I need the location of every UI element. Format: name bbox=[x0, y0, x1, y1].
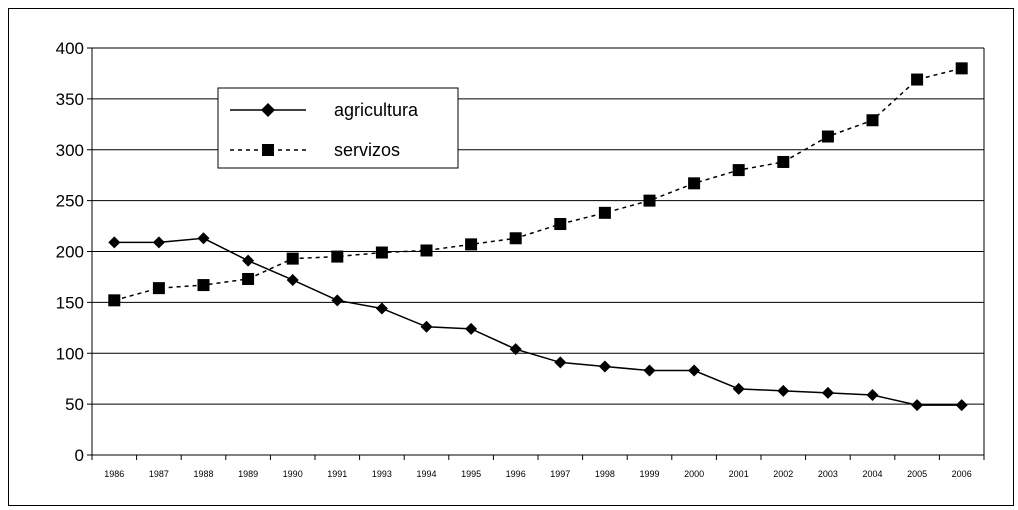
data-point-servizos bbox=[777, 155, 790, 168]
x-tick-label: 2006 bbox=[952, 469, 972, 479]
y-tick-label: 200 bbox=[56, 243, 84, 262]
data-point-servizos bbox=[598, 206, 611, 219]
data-point-agricultura bbox=[509, 343, 522, 356]
y-axis-ticks: 0 50 100 150 200 250 300 350 400 bbox=[56, 39, 92, 465]
y-tick-label: 250 bbox=[56, 192, 84, 211]
x-tick-label: 1995 bbox=[461, 469, 481, 479]
data-point-agricultura bbox=[331, 294, 344, 307]
series-line-servizos bbox=[114, 67, 962, 302]
data-point-agricultura bbox=[108, 236, 121, 249]
x-tick-label: 1987 bbox=[149, 469, 169, 479]
x-tick-label: 1991 bbox=[327, 469, 347, 479]
series-group bbox=[108, 62, 968, 412]
data-point-agricultura bbox=[777, 384, 790, 397]
y-tick-label: 50 bbox=[65, 395, 84, 414]
data-point-agricultura bbox=[465, 322, 478, 335]
x-tick-label: 1994 bbox=[416, 469, 436, 479]
data-point-servizos bbox=[242, 272, 255, 285]
data-point-agricultura bbox=[420, 320, 433, 333]
x-tick-label: 2005 bbox=[907, 469, 927, 479]
x-tick-label: 1989 bbox=[238, 469, 258, 479]
data-point-servizos bbox=[688, 177, 701, 190]
data-point-servizos bbox=[643, 194, 656, 207]
data-point-servizos bbox=[420, 244, 433, 257]
data-point-servizos bbox=[152, 282, 165, 295]
data-point-servizos bbox=[509, 232, 522, 245]
data-point-servizos bbox=[821, 130, 834, 143]
x-tick-label: 2000 bbox=[684, 469, 704, 479]
y-tick-label: 400 bbox=[56, 39, 84, 58]
legend-marker-agricultura bbox=[261, 103, 275, 117]
x-tick-label: 1990 bbox=[283, 469, 303, 479]
data-point-agricultura bbox=[375, 302, 388, 315]
data-point-agricultura bbox=[911, 399, 924, 412]
data-point-servizos bbox=[554, 218, 567, 231]
x-tick-label: 2004 bbox=[862, 469, 882, 479]
data-point-agricultura bbox=[821, 386, 834, 399]
x-tick-label: 2001 bbox=[729, 469, 749, 479]
data-point-agricultura bbox=[197, 232, 210, 245]
y-tick-label: 350 bbox=[56, 90, 84, 109]
legend: agricultura servizos bbox=[217, 87, 459, 169]
x-tick-label: 1998 bbox=[595, 469, 615, 479]
x-tick-label: 2003 bbox=[818, 469, 838, 479]
y-tick-label: 300 bbox=[56, 141, 84, 160]
chart-frame bbox=[8, 8, 1014, 506]
x-tick-label: 2002 bbox=[773, 469, 793, 479]
data-point-agricultura bbox=[688, 364, 701, 377]
data-point-servizos bbox=[108, 294, 121, 307]
data-point-agricultura bbox=[955, 399, 968, 412]
data-point-agricultura bbox=[286, 273, 299, 286]
data-point-servizos bbox=[866, 114, 879, 127]
data-point-servizos bbox=[465, 238, 478, 251]
legend-box bbox=[217, 87, 459, 169]
data-point-agricultura bbox=[732, 382, 745, 395]
data-point-agricultura bbox=[643, 364, 656, 377]
y-tick-label: 150 bbox=[56, 293, 84, 312]
data-point-agricultura bbox=[242, 254, 255, 267]
legend-label-servizos: servizos bbox=[334, 140, 400, 160]
x-tick-label: 1997 bbox=[550, 469, 570, 479]
x-tick-label: 1986 bbox=[104, 469, 124, 479]
x-tick-label: 1993 bbox=[372, 469, 392, 479]
x-axis-ticks: 1986 1987 1988 1989 1990 1991 1993 1994 1995 1996… bbox=[91, 455, 985, 479]
series-line-agricultura bbox=[114, 237, 962, 406]
data-point-agricultura bbox=[598, 360, 611, 373]
x-tick-label: 1996 bbox=[506, 469, 526, 479]
y-tick-label: 100 bbox=[56, 344, 84, 363]
x-tick-label: 1999 bbox=[639, 469, 659, 479]
data-point-servizos bbox=[732, 164, 745, 177]
data-point-servizos bbox=[286, 252, 299, 265]
legend-marker-servizos bbox=[262, 144, 274, 156]
data-point-agricultura bbox=[866, 388, 879, 401]
x-tick-label: 1988 bbox=[193, 469, 213, 479]
data-point-servizos bbox=[331, 250, 344, 263]
legend-label-agricultura: agricultura bbox=[334, 100, 419, 120]
data-point-servizos bbox=[955, 62, 968, 75]
data-point-agricultura bbox=[152, 236, 165, 249]
data-point-agricultura bbox=[554, 356, 567, 369]
data-point-servizos bbox=[911, 73, 924, 86]
y-tick-label: 0 bbox=[75, 446, 84, 465]
data-point-servizos bbox=[197, 279, 210, 292]
data-point-servizos bbox=[375, 246, 388, 259]
